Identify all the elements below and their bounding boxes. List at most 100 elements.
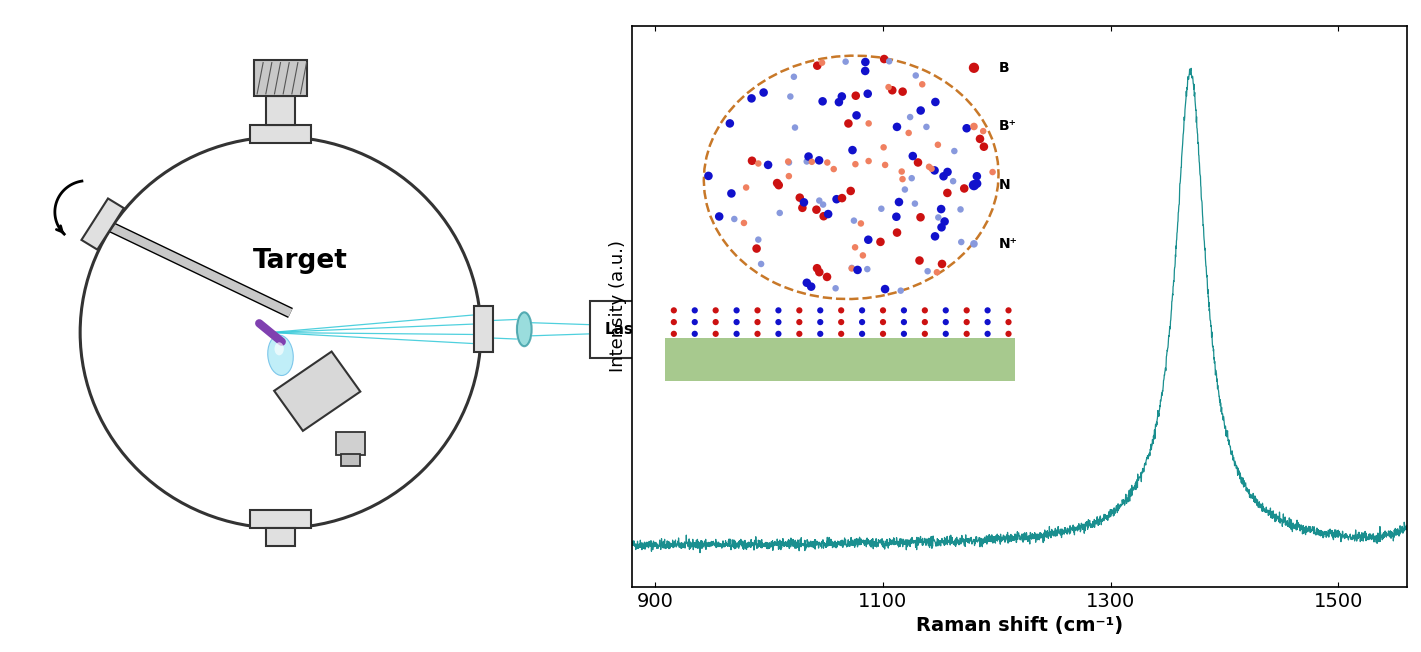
Point [747,158,770,169]
Point [966,179,989,189]
Point [914,305,936,316]
Point [901,151,924,161]
Point [871,329,894,339]
Point [816,272,838,282]
Point [733,218,756,228]
Point [898,112,921,123]
Point [746,305,769,316]
Point [918,162,941,172]
Point [942,176,965,186]
Point [767,317,790,327]
Point [851,317,874,327]
Point [901,173,924,183]
Point [934,216,956,227]
Point [904,198,926,209]
Point [811,96,834,106]
Point [955,329,978,339]
Point [766,178,789,188]
Point [735,183,757,193]
Point [871,305,894,316]
Y-axis label: Intensity (a.u.): Intensity (a.u.) [608,241,627,372]
Point [908,256,931,266]
Polygon shape [274,351,361,431]
Point [807,155,830,166]
Text: N: N [999,178,1010,192]
Point [892,317,915,327]
Point [982,167,1005,177]
Point [897,128,919,138]
Point [746,317,769,327]
Point [909,105,932,115]
Point [797,151,820,162]
Point [935,305,958,316]
Point [857,235,880,245]
Point [845,110,868,121]
Point [972,126,995,136]
Point [891,87,914,97]
Point [789,317,811,327]
Point [915,122,938,132]
Text: Target: Target [253,248,348,274]
Point [953,183,976,194]
Bar [341,454,360,466]
Point [917,266,939,276]
Point [936,188,959,198]
Point [976,317,999,327]
Point [823,164,845,174]
Bar [475,306,493,352]
Point [830,305,853,316]
Point [892,329,915,339]
Point [998,305,1020,316]
Point [931,222,953,233]
Point [809,196,831,206]
Point [891,174,914,185]
Point [725,305,747,316]
Ellipse shape [274,342,284,355]
Point [747,235,770,245]
Point [844,91,867,101]
Point [793,197,816,207]
Point [834,57,857,67]
Point [949,237,972,247]
Text: B⁺: B⁺ [999,119,1017,134]
Point [844,159,867,170]
Point [870,203,892,214]
Point [874,160,897,170]
Point [840,263,863,273]
Point [924,165,946,175]
Point [881,85,904,95]
Point [851,329,874,339]
Point [936,167,959,177]
Point [796,156,818,167]
Point [885,211,908,222]
Point [824,283,847,293]
FancyBboxPatch shape [590,301,666,358]
Point [684,317,706,327]
Point [811,57,834,68]
Point [777,171,800,181]
X-axis label: Raman shift (cm⁻¹): Raman shift (cm⁻¹) [917,616,1123,635]
Point [998,329,1020,339]
Point [854,66,877,76]
Point [767,305,790,316]
Point [962,180,985,190]
Point [845,265,868,275]
Point [911,79,934,89]
Point [684,329,706,339]
Point [708,211,730,222]
Bar [254,60,307,96]
Point [851,305,874,316]
Point [813,211,836,222]
Point [965,171,988,181]
Point [885,228,908,238]
Point [840,263,863,274]
Point [740,93,763,104]
Point [907,157,929,168]
Point [777,157,800,168]
Point [789,329,811,339]
Bar [250,125,311,143]
Point [955,305,978,316]
Point [892,305,915,316]
Point [705,317,728,327]
Point [725,317,747,327]
